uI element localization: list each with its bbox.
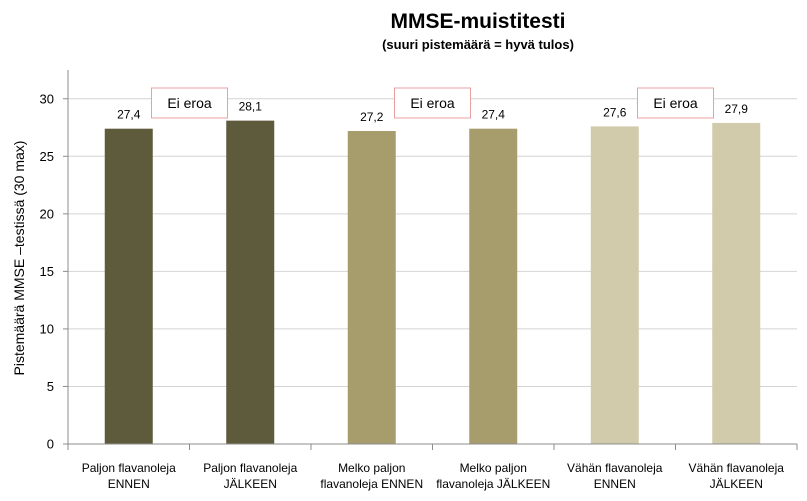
annotations: Ei eroa Ei eroa Ei eroa bbox=[150, 87, 715, 119]
annotation-text: Ei eroa bbox=[167, 95, 212, 111]
data-label: 27,9 bbox=[725, 102, 749, 116]
gridlines bbox=[68, 98, 797, 387]
x-category-label: ENNEN bbox=[594, 477, 636, 491]
y-tick-label: 5 bbox=[47, 379, 54, 394]
y-tick-label: 10 bbox=[40, 321, 54, 336]
x-category-label: ENNEN bbox=[108, 477, 150, 491]
x-category-label: Melko paljon bbox=[338, 461, 405, 475]
annotation: Ei eroa bbox=[393, 87, 472, 119]
chart-title: MMSE-muistitesti bbox=[390, 10, 565, 33]
bar bbox=[347, 130, 396, 444]
y-tick-label: 15 bbox=[40, 264, 54, 279]
y-tick-label: 25 bbox=[40, 149, 54, 164]
annotation-text: Ei eroa bbox=[410, 95, 455, 111]
bars bbox=[104, 120, 761, 445]
annotation: Ei eroa bbox=[150, 87, 229, 119]
x-category-labels: Paljon flavanoleja ENNEN Paljon flavanolej… bbox=[82, 461, 785, 491]
y-tick-labels: 0 5 10 15 20 25 30 bbox=[40, 91, 54, 451]
x-category-label: JÄLKEEN bbox=[224, 477, 277, 491]
x-category-label: JÄLKEEN bbox=[710, 477, 763, 491]
y-axis-label: Pistemäärä MMSE –testissä (30 max) bbox=[11, 141, 27, 376]
annotation-box bbox=[637, 87, 714, 119]
x-category-label: Melko paljon bbox=[460, 461, 527, 475]
bar bbox=[226, 120, 275, 444]
data-label: 28,1 bbox=[239, 100, 263, 114]
y-tick-label: 20 bbox=[40, 206, 54, 221]
annotation-box bbox=[394, 87, 471, 119]
data-label: 27,4 bbox=[117, 108, 141, 122]
bar bbox=[104, 128, 153, 445]
x-category-label: Paljon flavanoleja bbox=[82, 461, 176, 475]
bar bbox=[590, 126, 639, 444]
x-category-label: Vähän flavanoleja bbox=[567, 461, 663, 475]
annotation: Ei eroa bbox=[636, 87, 715, 119]
x-category-label: Paljon flavanoleja bbox=[203, 461, 297, 475]
chart-subtitle: (suuri pistemäärä = hyvä tulos) bbox=[382, 37, 574, 52]
x-category-label: Vähän flavanoleja bbox=[689, 461, 785, 475]
y-tick-label: 0 bbox=[47, 437, 54, 452]
data-labels: 27,4 28,1 27,2 27,4 27,6 27,9 bbox=[117, 100, 748, 124]
axes bbox=[63, 70, 798, 450]
annotation-text: Ei eroa bbox=[653, 95, 698, 111]
x-category-label: flavanoleja ENNEN bbox=[320, 477, 423, 491]
annotation-box bbox=[151, 87, 228, 119]
bar bbox=[712, 122, 761, 444]
y-tick-label: 30 bbox=[40, 91, 54, 106]
data-label: 27,6 bbox=[603, 105, 627, 119]
bar bbox=[469, 128, 518, 445]
x-category-label: flavanoleja JÄLKEEN bbox=[436, 477, 550, 491]
data-label: 27,2 bbox=[360, 110, 384, 124]
data-label: 27,4 bbox=[482, 108, 506, 122]
